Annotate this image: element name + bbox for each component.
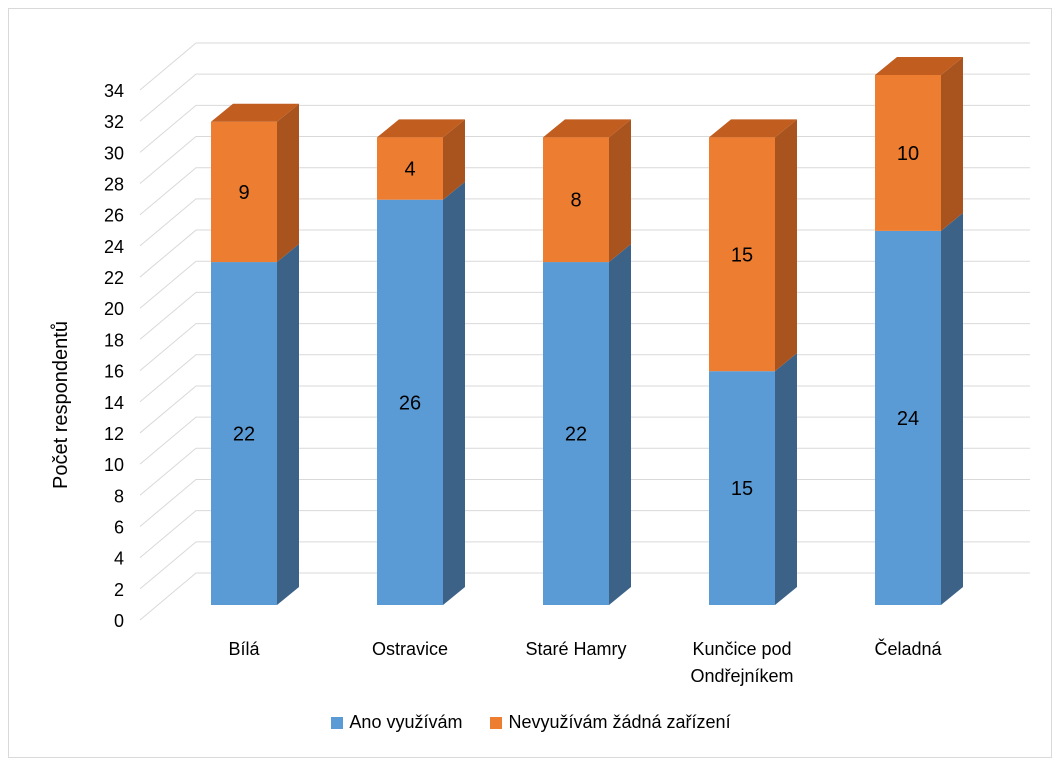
- y-tick-label: 16: [104, 362, 124, 382]
- y-tick-label: 6: [114, 517, 124, 537]
- data-label: 15: [731, 244, 753, 266]
- data-label: 22: [565, 424, 587, 446]
- bar-segment: [211, 121, 277, 263]
- y-tick-label: 28: [104, 175, 124, 195]
- bar-top: [709, 119, 797, 138]
- y-tick-label: 24: [104, 237, 124, 257]
- bar-side: [277, 103, 299, 263]
- y-tick-label: 4: [114, 549, 124, 569]
- data-label: 15: [731, 478, 753, 500]
- data-label: 24: [897, 408, 919, 430]
- gridline: [139, 42, 1030, 91]
- y-tick-label: 26: [104, 206, 124, 226]
- bar-top: [543, 119, 631, 138]
- data-label: 9: [238, 182, 249, 204]
- legend-swatch: [331, 716, 344, 729]
- bar-side: [609, 244, 631, 605]
- legend-label: Ano využívám: [349, 712, 463, 732]
- y-tick-label: 0: [114, 611, 124, 631]
- y-tick-label: 20: [104, 299, 124, 319]
- bar-segment: [377, 137, 443, 200]
- bar-side: [775, 353, 797, 605]
- bar-side: [443, 181, 465, 606]
- bar-segment: [709, 137, 775, 372]
- bar-side: [941, 57, 963, 231]
- legend: Ano využívám Nevyužívám žádná zařízení: [0, 712, 1062, 733]
- legend-item-series-1: Ano využívám: [331, 712, 462, 733]
- y-tick-label: 22: [104, 268, 124, 288]
- bar-segment: [211, 262, 277, 605]
- bar-segment: [377, 199, 443, 606]
- x-tick-label: Ostravice: [372, 639, 448, 659]
- bar-side: [277, 244, 299, 605]
- x-tick-label: Čeladná: [874, 638, 942, 659]
- y-tick-label: 12: [104, 424, 124, 444]
- y-tick-label: 14: [104, 393, 124, 413]
- bars: 22 9 26 4 22 8 15 15 24 10: [211, 57, 963, 606]
- data-label: 26: [399, 392, 421, 414]
- legend-item-series-2: Nevyužívám žádná zařízení: [490, 712, 731, 733]
- data-label: 8: [570, 190, 581, 212]
- data-label: 10: [897, 143, 919, 165]
- bar-segment: [875, 230, 941, 605]
- y-tick-label: 2: [114, 580, 124, 600]
- bar-side: [941, 212, 963, 605]
- legend-swatch: [490, 716, 503, 729]
- data-label: 22: [233, 424, 255, 446]
- y-tick-label: 10: [104, 455, 124, 475]
- gridline: [139, 73, 1030, 122]
- y-tick-label: 32: [104, 112, 124, 132]
- bar-side: [443, 119, 465, 200]
- y-tick-label: 18: [104, 330, 124, 350]
- bar-top: [377, 119, 465, 138]
- bar-top: [211, 103, 299, 122]
- bar-top: [875, 57, 963, 75]
- x-tick-label: Staré Hamry: [525, 639, 626, 659]
- bar-segment: [543, 262, 609, 605]
- bar-side: [775, 119, 797, 372]
- bar-segment: [709, 371, 775, 605]
- x-tick-label: Ondřejníkem: [690, 666, 793, 686]
- y-tick-label: 30: [104, 143, 124, 163]
- data-label: 4: [404, 159, 415, 181]
- y-axis-label: Počet respondentů: [50, 321, 72, 489]
- bar-segment: [543, 137, 609, 263]
- bar-segment: [875, 75, 941, 231]
- x-tick-label: Kunčice pod: [692, 639, 791, 659]
- y-tick-label: 34: [104, 81, 124, 101]
- legend-label: Nevyužívám žádná zařízení: [508, 712, 731, 732]
- bar-side: [609, 119, 631, 263]
- x-axis-ticks: Bílá Ostravice Staré Hamry Kunčice pod Ondře…: [228, 638, 942, 686]
- x-tick-label: Bílá: [228, 639, 260, 659]
- gridline: [139, 104, 1030, 153]
- y-tick-label: 8: [114, 486, 124, 506]
